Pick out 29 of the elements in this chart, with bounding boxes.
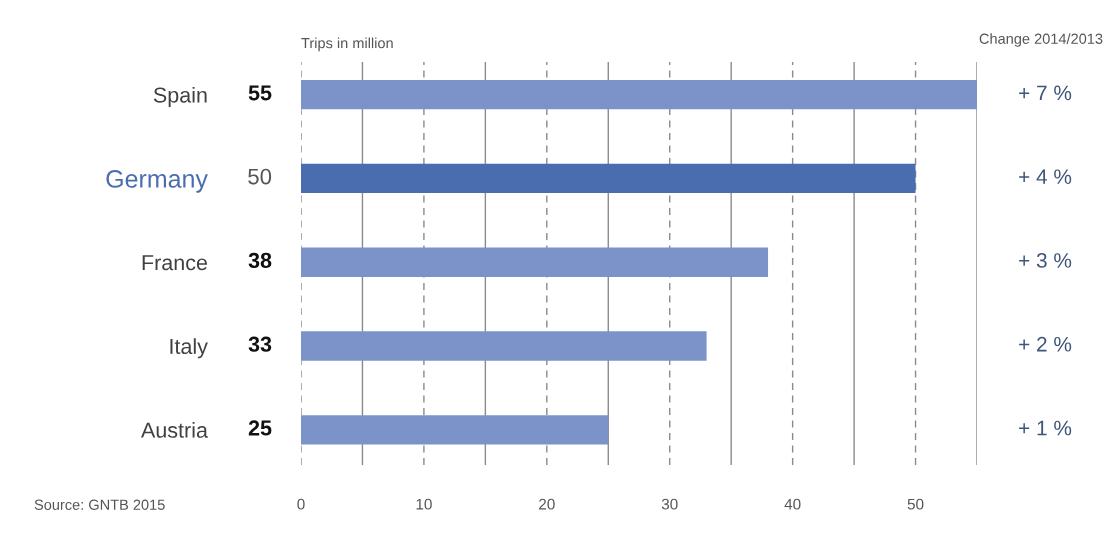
- text: + 1 %: [1019, 420, 1072, 436]
- y-tick-label: Austria: [140, 422, 208, 438]
- bar: [301, 415, 609, 445]
- x-axis-title: Trips in million: [301, 37, 393, 52]
- text: + 7 %: [1019, 85, 1072, 101]
- data-label: 38: [248, 252, 272, 269]
- y-tick-label: France: [142, 255, 207, 271]
- data-label: 50: [248, 168, 272, 185]
- x-tick-label: 40: [784, 498, 801, 510]
- bar: [301, 331, 707, 361]
- bar: [301, 163, 916, 194]
- x-tick-label: 0: [297, 498, 305, 510]
- x-tick-label: 10: [416, 498, 432, 510]
- x-tick-label: 20: [539, 498, 555, 510]
- y-tick-label: Italy: [170, 338, 208, 359]
- bar: [301, 80, 977, 110]
- data-label: 33: [248, 336, 272, 352]
- text: Change 2014/2013: [979, 33, 1103, 47]
- source-note: Source: GNTB 2015: [34, 499, 165, 510]
- bar: [301, 247, 769, 277]
- text: + 3 %: [1019, 253, 1072, 268]
- x-tick-label: 50: [907, 498, 924, 510]
- data-label: 55: [248, 85, 272, 101]
- y-tick-label: Germany: [106, 170, 208, 193]
- text: + 4 %: [1019, 169, 1072, 184]
- data-label: 25: [248, 420, 272, 436]
- x-tick-label: 30: [661, 498, 678, 510]
- text: + 2 %: [1019, 336, 1072, 352]
- y-tick-label: Spain: [153, 86, 207, 107]
